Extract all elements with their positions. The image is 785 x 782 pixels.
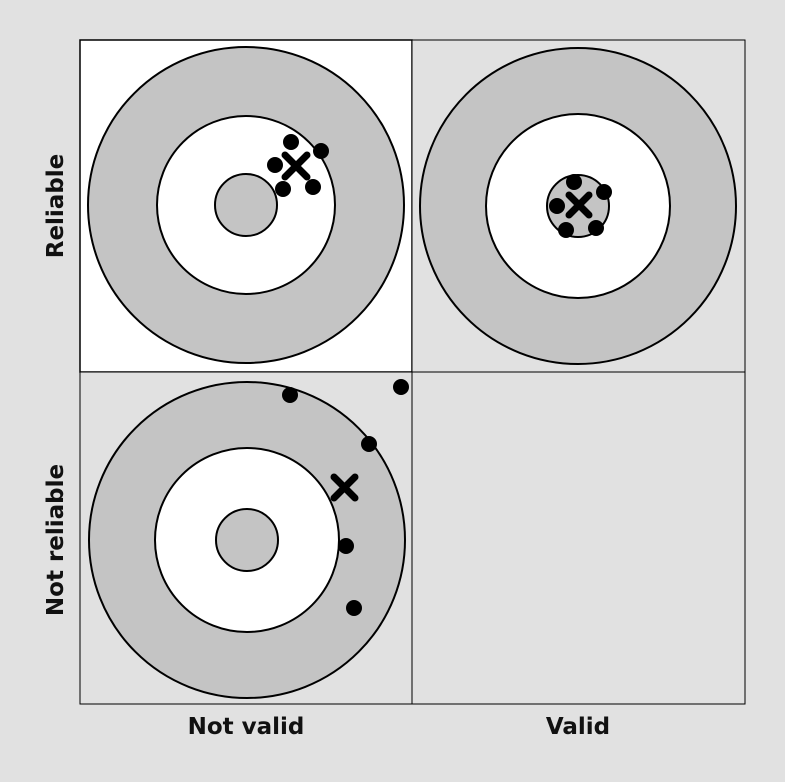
row-label-not-reliable: Not reliable bbox=[43, 464, 69, 616]
shot-dot bbox=[549, 198, 565, 214]
column-label-not-valid: Not valid bbox=[188, 714, 305, 740]
shot-dot bbox=[275, 181, 291, 197]
mean-x-mark bbox=[330, 473, 359, 502]
shots-not-reliable-not-valid bbox=[282, 379, 409, 616]
shot-dot bbox=[393, 379, 409, 395]
column-label-valid: Valid bbox=[546, 714, 610, 740]
shot-dot bbox=[282, 387, 298, 403]
shots-reliable-not-valid bbox=[267, 134, 329, 197]
shot-dot bbox=[596, 184, 612, 200]
row-label-reliable: Reliable bbox=[43, 154, 69, 259]
shot-dot bbox=[558, 222, 574, 238]
target-bullseye bbox=[215, 508, 279, 572]
shot-dot bbox=[346, 600, 362, 616]
target-reliable-not-valid bbox=[87, 46, 405, 364]
shot-dot bbox=[313, 143, 329, 159]
shots-reliable-valid bbox=[549, 174, 612, 238]
shot-dot bbox=[338, 538, 354, 554]
panel-not-reliable-valid bbox=[411, 371, 746, 705]
shot-dot bbox=[283, 134, 299, 150]
shot-dot bbox=[267, 157, 283, 173]
target-bullseye bbox=[214, 173, 278, 237]
mean-x-mark bbox=[281, 151, 311, 181]
shot-dot bbox=[566, 174, 582, 190]
shot-dot bbox=[588, 220, 604, 236]
mean-x-mark bbox=[565, 191, 593, 219]
target-not-reliable-not-valid bbox=[88, 381, 406, 699]
shot-dot bbox=[305, 179, 321, 195]
shot-dot bbox=[361, 436, 377, 452]
